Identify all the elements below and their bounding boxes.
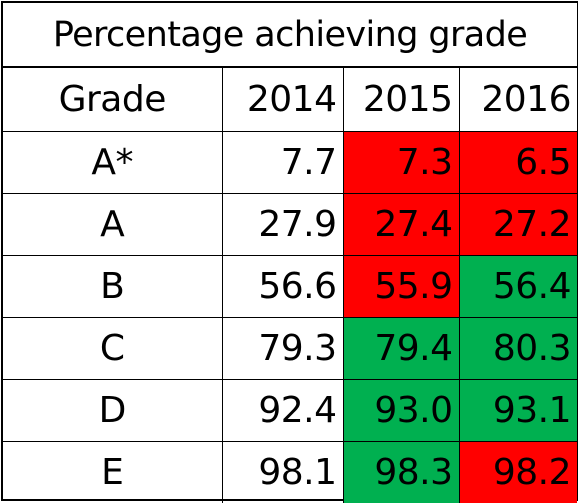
- value-cell: 27.9: [221, 192, 343, 255]
- value-cell: 56.4: [458, 254, 577, 317]
- value-cell: 79.3: [221, 316, 343, 379]
- header-grade: Grade: [58, 78, 167, 120]
- value-cell: 56.6: [221, 254, 343, 317]
- header-row: Grade 2014 2015 2016: [3, 68, 577, 131]
- grade-cell: A*: [3, 130, 222, 193]
- value-cell: 98.2: [458, 440, 577, 503]
- table-row: A* 7.7 7.3 6.5: [3, 130, 577, 193]
- table-row: A 27.9 27.4 27.2: [3, 192, 577, 255]
- value-cell: 92.4: [221, 378, 343, 441]
- value-cell: 27.2: [458, 192, 577, 255]
- table-row: D 92.4 93.0 93.1: [3, 378, 577, 441]
- header-year-2015: 2015: [342, 68, 459, 131]
- value-cell: 27.4: [342, 192, 459, 255]
- grade-cell: C: [3, 316, 222, 379]
- value-cell: 98.3: [342, 440, 459, 503]
- grade-cell: D: [3, 378, 222, 441]
- grade-cell: A: [3, 192, 222, 255]
- value-cell: 7.7: [221, 130, 343, 193]
- table-title: Percentage achieving grade: [3, 3, 577, 68]
- header-year-2016: 2016: [458, 68, 577, 131]
- value-cell: 7.3: [342, 130, 459, 193]
- value-cell: 93.0: [342, 378, 459, 441]
- table-row: B 56.6 55.9 56.4: [3, 254, 577, 317]
- value-cell: 80.3: [458, 316, 577, 379]
- value-cell: 79.4: [342, 316, 459, 379]
- header-year-2014: 2014: [221, 68, 343, 131]
- value-cell: 6.5: [458, 130, 577, 193]
- table-row: C 79.3 79.4 80.3: [3, 316, 577, 379]
- value-cell: 98.1: [221, 440, 343, 503]
- value-cell: 55.9: [342, 254, 459, 317]
- grade-table: Grade 2014 2015 2016 A* 7.7 7.3 6.5 A 27…: [3, 68, 577, 503]
- table-row: E 98.1 98.3 98.2: [3, 440, 577, 503]
- value-cell: 93.1: [458, 378, 577, 441]
- grade-cell: B: [3, 254, 222, 317]
- grade-cell: E: [3, 440, 222, 503]
